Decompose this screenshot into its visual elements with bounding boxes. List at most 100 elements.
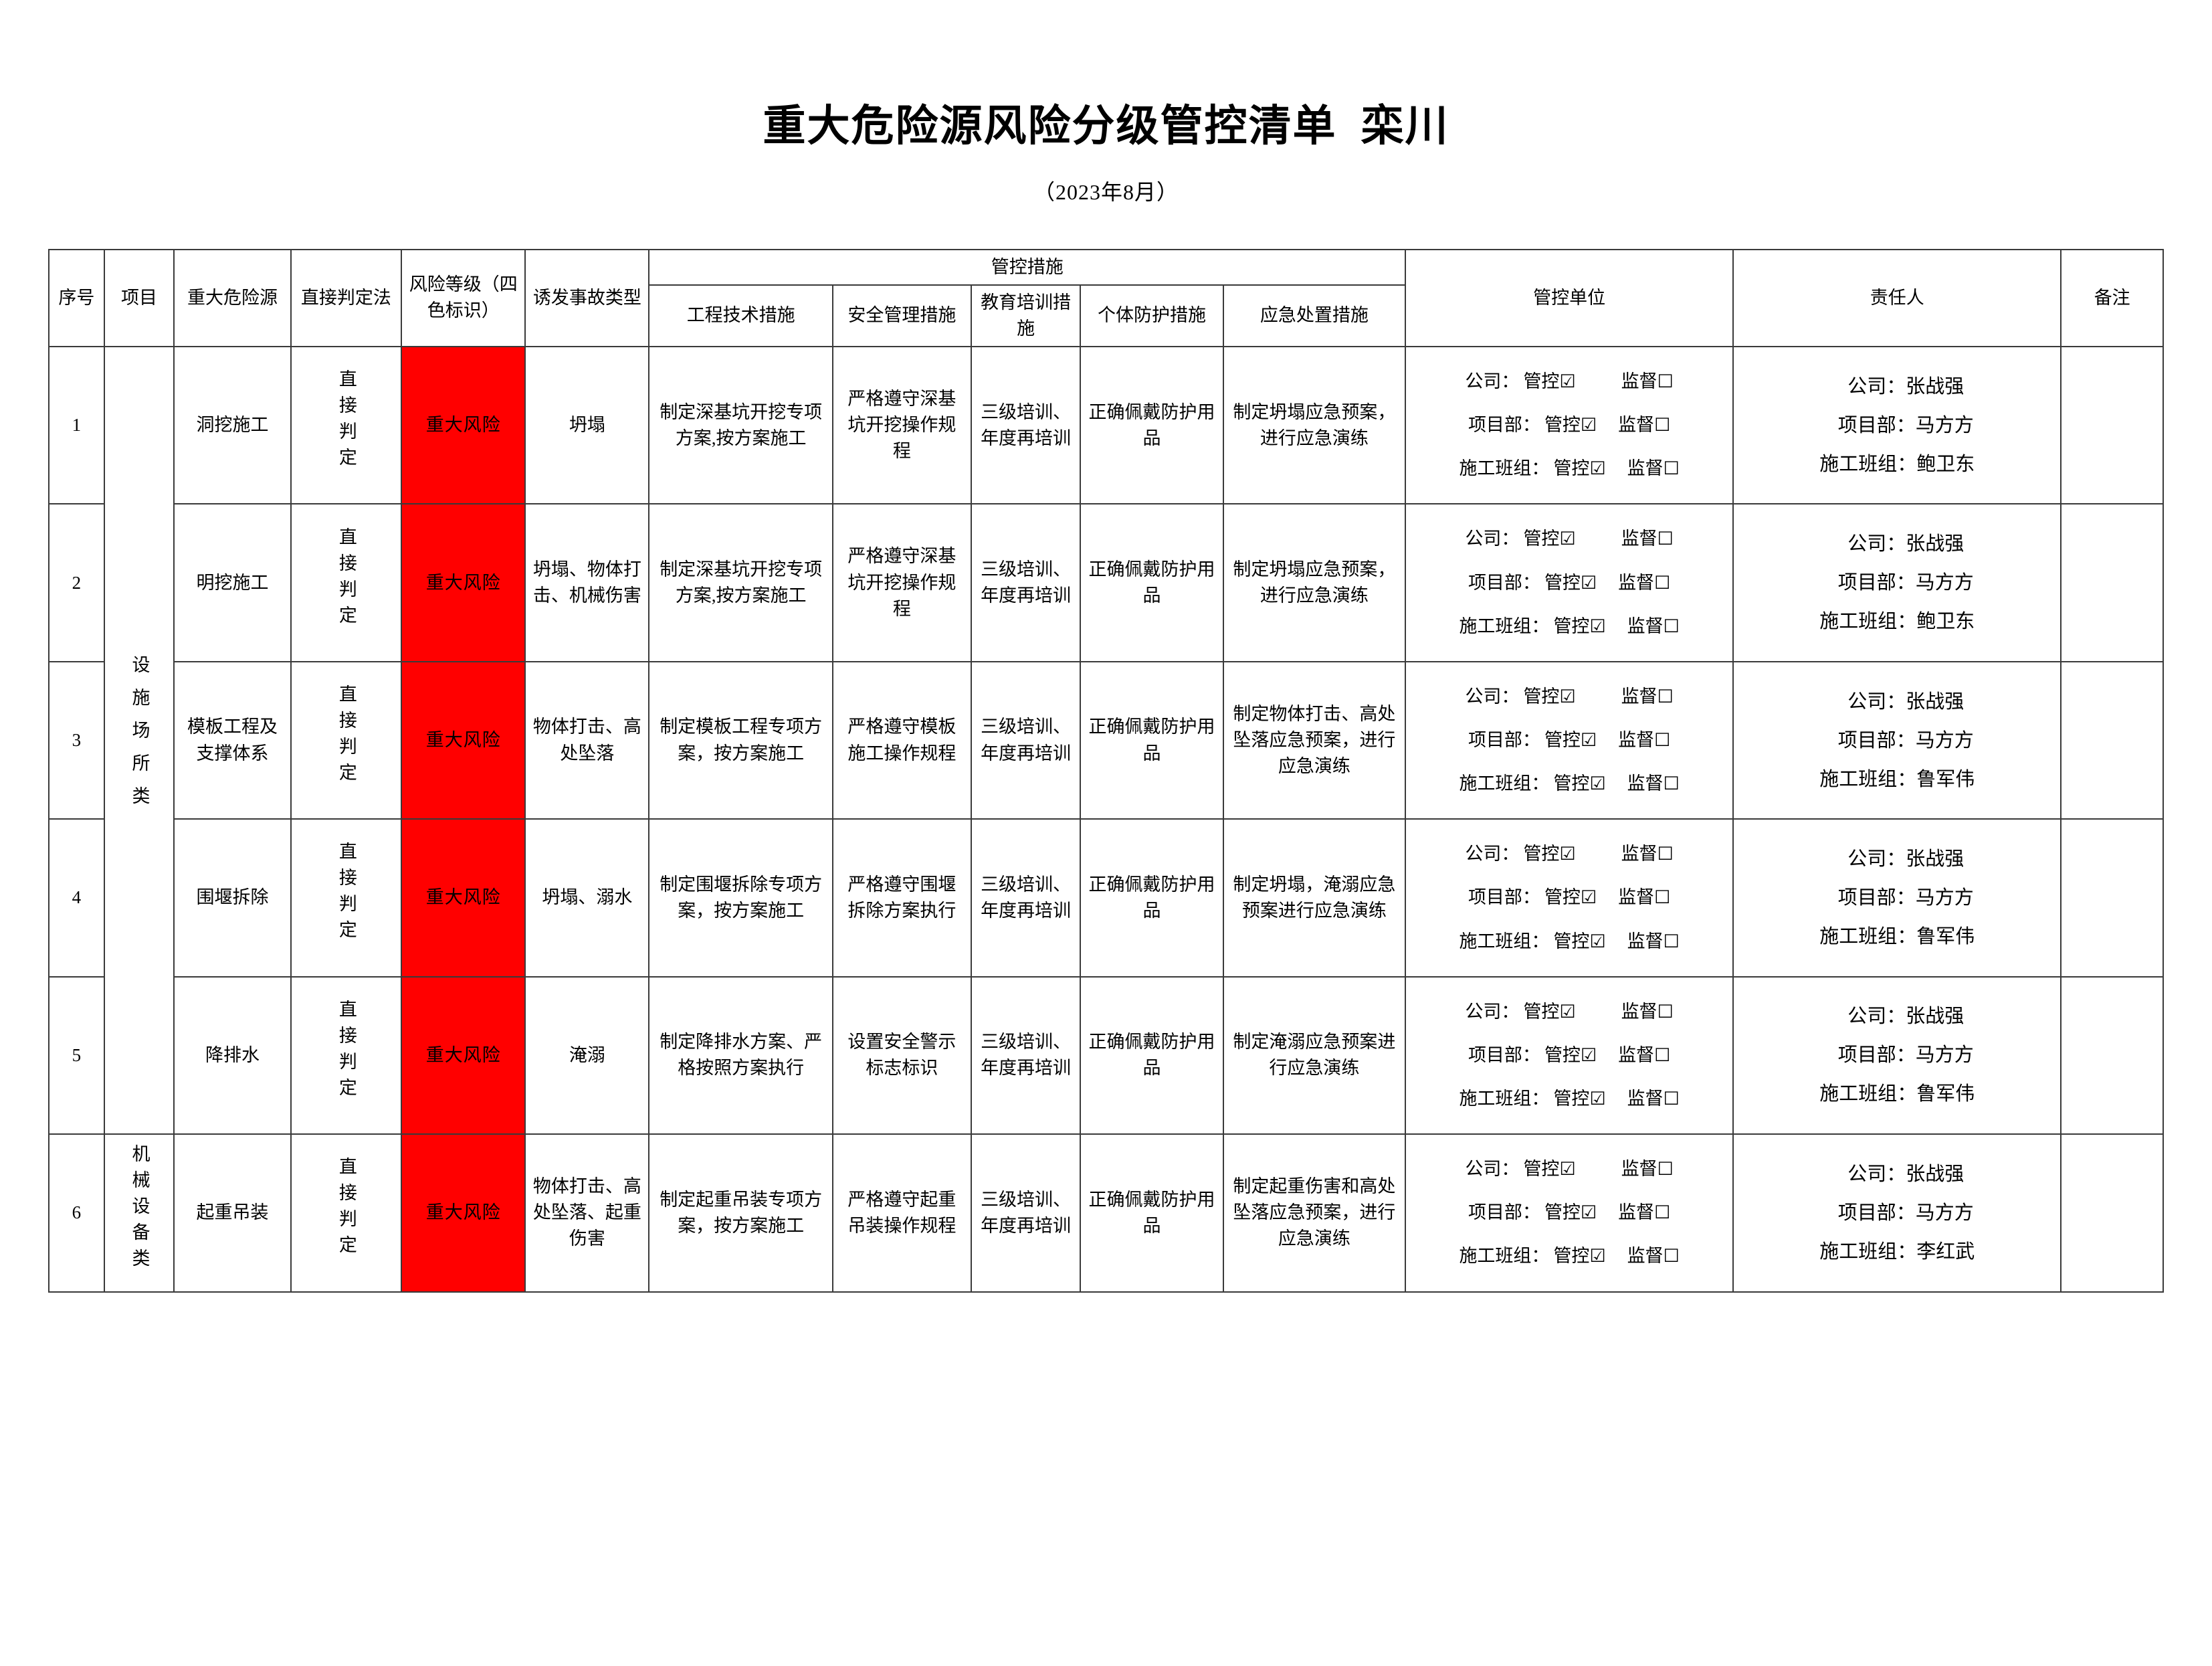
supervise-option[interactable]: 监督☐	[1627, 458, 1680, 479]
supervise-option[interactable]: 监督☐	[1621, 1159, 1674, 1180]
control-option[interactable]: 管控☑	[1553, 931, 1606, 951]
control-option[interactable]: 管控☑	[1523, 1001, 1576, 1022]
checkbox-unchecked-icon[interactable]: ☐	[1657, 1001, 1674, 1022]
control-option[interactable]: 管控☑	[1523, 1159, 1576, 1180]
supervise-option[interactable]: 监督☐	[1621, 1001, 1674, 1022]
supervise-option[interactable]: 监督☐	[1621, 371, 1674, 392]
checkbox-checked-icon[interactable]: ☑	[1580, 572, 1597, 593]
cell-seq: 5	[48, 976, 105, 1135]
responsible-company: 公司：张战强	[1847, 1163, 1965, 1185]
supervise-option[interactable]: 监督☐	[1618, 415, 1671, 436]
control-option[interactable]: 管控☑	[1523, 529, 1576, 549]
checkbox-checked-icon[interactable]: ☑	[1589, 458, 1606, 479]
header-emergency-measures: 应急处置措施	[1222, 284, 1407, 348]
checkbox-checked-icon[interactable]: ☑	[1589, 931, 1606, 951]
judgement-label: 直接判定	[336, 842, 357, 947]
judgement-label: 直接判定	[336, 684, 357, 789]
supervise-option[interactable]: 监督☐	[1627, 931, 1680, 951]
header-seq: 序号	[48, 248, 105, 348]
checkbox-checked-icon[interactable]: ☑	[1559, 1159, 1576, 1180]
control-option[interactable]: 管控☑	[1544, 1202, 1597, 1223]
control-option[interactable]: 管控☑	[1553, 773, 1606, 794]
control-unit-scope-label: 施工班组：	[1459, 931, 1550, 951]
cell-seq: 3	[48, 660, 105, 820]
checkbox-unchecked-icon[interactable]: ☐	[1654, 415, 1671, 436]
cell-engineering-measure: 制定降排水方案、严格按照方案执行	[648, 976, 833, 1135]
responsible-project-dept: 项目部：马方方	[1837, 887, 1974, 909]
supervise-option[interactable]: 监督☐	[1627, 1246, 1680, 1267]
checkbox-unchecked-icon[interactable]: ☐	[1654, 1202, 1671, 1223]
supervise-option[interactable]: 监督☐	[1618, 1044, 1671, 1065]
control-option[interactable]: 管控☑	[1544, 730, 1597, 750]
table-body: 1 设施场所类 洞挖施工 直接判定 重大风险 坍塌 制定深基坑开挖专项方案,按方案施工 严格遵…	[48, 346, 2164, 1293]
checkbox-checked-icon[interactable]: ☑	[1580, 887, 1597, 908]
checkbox-unchecked-icon[interactable]: ☐	[1663, 616, 1680, 636]
checkbox-checked-icon[interactable]: ☑	[1580, 1044, 1597, 1065]
checkbox-unchecked-icon[interactable]: ☐	[1657, 686, 1674, 707]
supervise-option[interactable]: 监督☐	[1618, 1202, 1671, 1223]
checkbox-unchecked-icon[interactable]: ☐	[1654, 730, 1671, 750]
cell-remark	[2060, 818, 2164, 978]
checkbox-unchecked-icon[interactable]: ☐	[1654, 1044, 1671, 1065]
supervise-option[interactable]: 监督☐	[1618, 887, 1671, 908]
checkbox-checked-icon[interactable]: ☑	[1580, 415, 1597, 436]
cell-ppe-measure: 正确佩戴防护用品	[1080, 660, 1224, 820]
checkbox-unchecked-icon[interactable]: ☐	[1663, 773, 1680, 794]
checkbox-checked-icon[interactable]: ☑	[1589, 1088, 1606, 1109]
major-hazard-control-table: 序号 项目 重大危险源 直接判定法 风险等级（四色标识） 诱发事故类型 管控措施…	[48, 248, 2164, 1293]
checkbox-unchecked-icon[interactable]: ☐	[1663, 1088, 1680, 1109]
control-option[interactable]: 管控☑	[1553, 1246, 1606, 1267]
control-unit-scope-label: 项目部：	[1468, 730, 1540, 750]
supervise-option[interactable]: 监督☐	[1627, 1088, 1680, 1109]
responsible-work-team: 施工班组：李红武	[1819, 1240, 1975, 1263]
cell-ppe-measure: 正确佩戴防护用品	[1080, 818, 1224, 978]
project-group-label: 设施场所类	[129, 654, 150, 819]
checkbox-checked-icon[interactable]: ☑	[1589, 616, 1606, 636]
control-option[interactable]: 管控☑	[1544, 415, 1597, 436]
checkbox-unchecked-icon[interactable]: ☐	[1657, 844, 1674, 864]
checkbox-checked-icon[interactable]: ☑	[1580, 730, 1597, 750]
control-option[interactable]: 管控☑	[1544, 572, 1597, 593]
table-row: 1 设施场所类 洞挖施工 直接判定 重大风险 坍塌 制定深基坑开挖专项方案,按方案施工 严格遵…	[48, 346, 2164, 1135]
checkbox-unchecked-icon[interactable]: ☐	[1657, 1159, 1674, 1180]
judgement-label: 直接判定	[336, 999, 357, 1104]
control-option[interactable]: 管控☑	[1544, 887, 1597, 908]
checkbox-unchecked-icon[interactable]: ☐	[1657, 371, 1674, 392]
checkbox-checked-icon[interactable]: ☑	[1589, 773, 1606, 794]
control-option[interactable]: 管控☑	[1553, 458, 1606, 479]
supervise-option[interactable]: 监督☐	[1618, 572, 1671, 593]
cell-management-measure: 严格遵守深基坑开挖操作规程	[831, 346, 972, 505]
checkbox-checked-icon[interactable]: ☑	[1559, 371, 1576, 392]
checkbox-unchecked-icon[interactable]: ☐	[1663, 1246, 1680, 1267]
checkbox-unchecked-icon[interactable]: ☐	[1654, 887, 1671, 908]
supervise-option[interactable]: 监督☐	[1621, 686, 1674, 707]
control-option[interactable]: 管控☑	[1523, 371, 1576, 392]
control-option[interactable]: 管控☑	[1553, 1088, 1606, 1109]
checkbox-unchecked-icon[interactable]: ☐	[1663, 931, 1680, 951]
supervise-option[interactable]: 监督☐	[1627, 616, 1680, 636]
checkbox-unchecked-icon[interactable]: ☐	[1654, 572, 1671, 593]
control-unit-scope-label: 施工班组：	[1459, 1246, 1550, 1267]
control-option[interactable]: 管控☑	[1553, 616, 1606, 636]
cell-judgement: 直接判定	[290, 346, 403, 505]
checkbox-checked-icon[interactable]: ☑	[1559, 1001, 1576, 1022]
header-hazard: 重大危险源	[173, 248, 292, 348]
supervise-option[interactable]: 监督☐	[1621, 844, 1674, 864]
responsible-company: 公司：张战强	[1847, 690, 1965, 713]
checkbox-checked-icon[interactable]: ☑	[1580, 1202, 1597, 1223]
supervise-option[interactable]: 监督☐	[1618, 730, 1671, 750]
supervise-option[interactable]: 监督☐	[1621, 529, 1674, 549]
control-unit-line: 施工班组： 管控☑ 监督☐	[1411, 1086, 1727, 1112]
control-unit-line: 项目部： 管控☑ 监督☐	[1411, 727, 1727, 753]
control-option[interactable]: 管控☑	[1523, 686, 1576, 707]
checkbox-unchecked-icon[interactable]: ☐	[1657, 529, 1674, 549]
checkbox-checked-icon[interactable]: ☑	[1559, 686, 1576, 707]
supervise-option[interactable]: 监督☐	[1627, 773, 1680, 794]
control-option[interactable]: 管控☑	[1544, 1044, 1597, 1065]
control-option[interactable]: 管控☑	[1523, 844, 1576, 864]
checkbox-checked-icon[interactable]: ☑	[1559, 529, 1576, 549]
checkbox-checked-icon[interactable]: ☑	[1559, 844, 1576, 864]
checkbox-checked-icon[interactable]: ☑	[1589, 1246, 1606, 1267]
cell-education-measure: 三级培训、年度再培训	[970, 346, 1082, 505]
checkbox-unchecked-icon[interactable]: ☐	[1663, 458, 1680, 479]
